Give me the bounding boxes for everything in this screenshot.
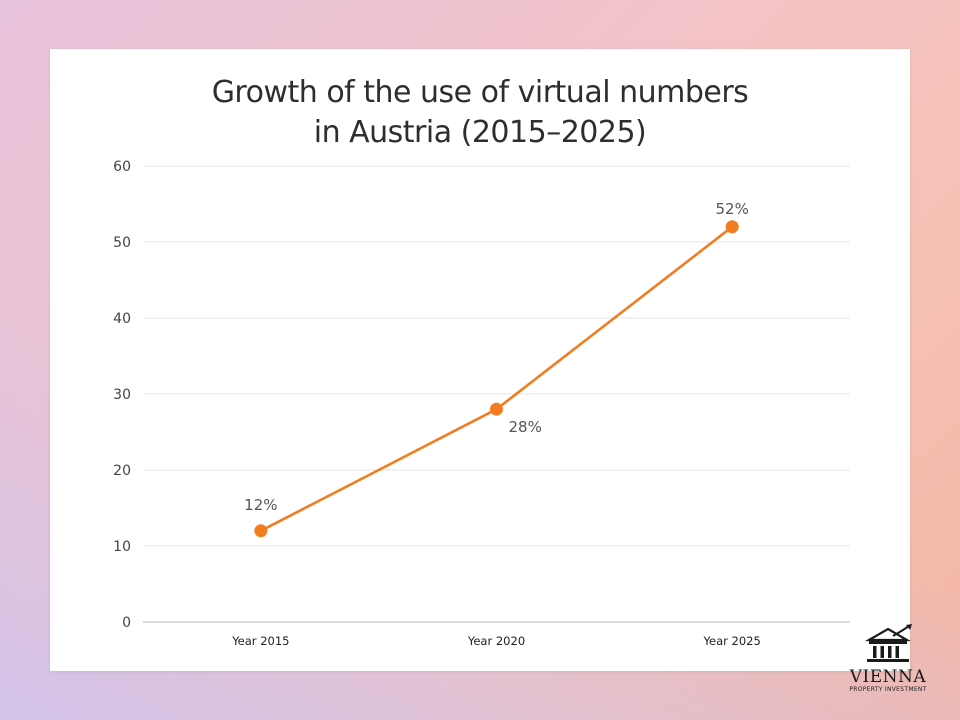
logo-subtitle: PROPERTY INVESTMENT [849, 686, 927, 693]
x-tick-label-0: Year 2015 [231, 634, 289, 648]
x-tick-label-1: Year 2020 [467, 634, 525, 648]
y-tick-label-30: 30 [113, 387, 131, 403]
series-line-path [260, 225, 733, 532]
y-axis-ticks: 0 10 20 30 40 50 60 [113, 159, 131, 631]
data-label-0: 12% [244, 496, 277, 514]
data-label-2: 52% [715, 200, 748, 218]
series-line [260, 225, 733, 532]
gridlines [143, 165, 850, 623]
data-point-2 [725, 220, 739, 234]
building-chart-icon [864, 624, 912, 662]
y-tick-label-20: 20 [113, 463, 131, 479]
chart-card: Growth of the use of virtual numbers in … [50, 49, 910, 671]
y-tick-label-0: 0 [122, 615, 131, 631]
logo-name: VIENNA [849, 667, 927, 687]
data-points [254, 220, 739, 538]
chart-title-line-2: in Austria (2015–2025) [313, 115, 647, 150]
chart-title: Growth of the use of virtual numbers in … [50, 73, 910, 153]
data-point-0 [254, 524, 268, 538]
y-tick-label-10: 10 [113, 539, 131, 555]
data-point-1 [490, 402, 503, 416]
x-axis-ticks: Year 2015 Year 2020 Year 2025 [231, 634, 761, 648]
y-tick-label-40: 40 [113, 311, 131, 327]
chart-title-line-1: Growth of the use of virtual numbers [211, 75, 749, 110]
data-label-1: 28% [509, 418, 542, 436]
y-tick-label-50: 50 [113, 235, 131, 251]
y-tick-label-60: 60 [113, 159, 131, 175]
vienna-logo: VIENNA PROPERTY INVESTMENT [838, 624, 938, 700]
data-labels: 12% 28% 52% [244, 200, 749, 514]
line-chart: 0 10 20 30 40 50 60 Year 2015 Year 2020 Year 202… [113, 159, 850, 648]
x-tick-label-2: Year 2025 [703, 634, 761, 648]
